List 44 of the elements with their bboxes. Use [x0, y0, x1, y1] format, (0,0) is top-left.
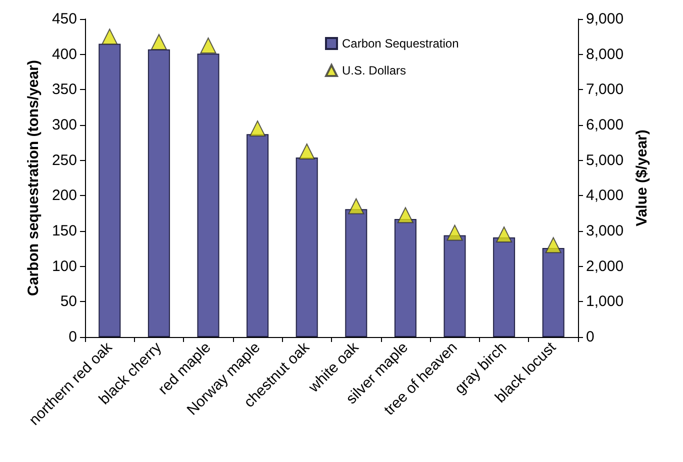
y-tick-label: 150	[52, 222, 77, 240]
point	[545, 237, 562, 254]
bar	[444, 235, 466, 337]
point	[496, 226, 512, 243]
y-tick-label: 0	[68, 328, 77, 346]
point	[298, 144, 315, 160]
y2-tick-label: 3,000	[586, 222, 624, 240]
y-tick-label: 300	[52, 116, 77, 134]
point	[200, 38, 216, 54]
y2-tick-label: 5,000	[586, 152, 624, 169]
point	[397, 207, 414, 224]
bar	[345, 209, 368, 337]
point	[348, 198, 364, 214]
legend-label: U.S. Dollars	[342, 64, 406, 78]
y-tick-label: 400	[52, 46, 77, 63]
bar	[98, 44, 121, 337]
bar	[542, 248, 564, 337]
y2-tick-label: 1,000	[586, 293, 624, 310]
bar	[296, 158, 318, 337]
y2-tick-label: 0	[586, 328, 594, 346]
bar	[493, 237, 516, 337]
y2-tick-label: 4,000	[586, 187, 624, 204]
bar	[246, 134, 269, 337]
y-tick-label: 250	[52, 152, 77, 169]
bar	[148, 49, 170, 337]
y-tick-label: 100	[52, 258, 77, 275]
y2-tick-label: 6,000	[586, 116, 624, 134]
y2-axis-title: Value ($/year)	[633, 130, 650, 226]
point	[250, 120, 266, 137]
bar	[197, 54, 220, 337]
y-axis-title: Carbon sequestration (tons/year)	[25, 60, 42, 296]
point	[446, 224, 463, 241]
y-tick-label: 50	[60, 293, 77, 310]
legend-label: Carbon Sequestration	[342, 36, 459, 50]
y2-tick-label: 2,000	[586, 258, 624, 275]
y-tick-label: 450	[52, 10, 77, 28]
point	[102, 28, 118, 45]
y-tick-label: 200	[52, 187, 77, 204]
y-tick-label: 350	[52, 81, 77, 98]
y2-tick-label: 8,000	[586, 46, 624, 63]
point	[150, 34, 167, 50]
y2-tick-label: 7,000	[586, 81, 624, 98]
bar	[394, 218, 416, 337]
y2-tick-label: 9,000	[586, 10, 624, 28]
